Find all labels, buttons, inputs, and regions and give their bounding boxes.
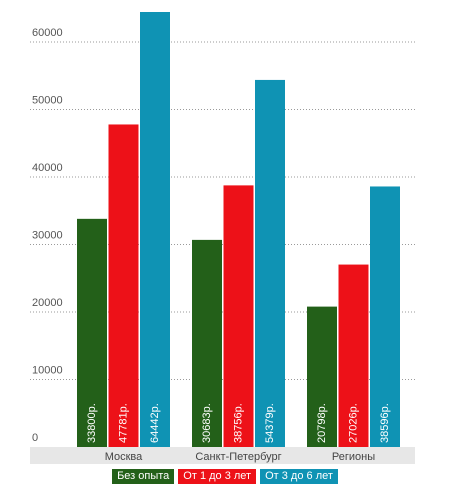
y-tick-label: 60000	[32, 27, 63, 39]
bar-value-label: 33800р.	[86, 403, 98, 443]
x-category-label: Москва	[105, 451, 143, 463]
y-tick-label: 0	[32, 432, 38, 444]
y-tick-label: 20000	[32, 297, 63, 309]
bar	[338, 264, 369, 447]
legend-item-series-0: Без опыта	[112, 469, 175, 484]
x-axis-band	[30, 447, 415, 464]
bar	[370, 186, 400, 448]
bar-value-label: 38596р.	[379, 403, 391, 443]
y-axis-ticks: 0 10000 20000 30000 40000 50000 60000	[32, 27, 63, 444]
y-tick-label: 40000	[32, 162, 63, 174]
bar	[77, 218, 107, 447]
bar-value-label: 20798р.	[316, 403, 328, 443]
bar	[192, 239, 222, 447]
legend-item-series-1: От 1 до 3 лет	[178, 469, 257, 484]
bars: 33800р. 47781р. 64442р. 30683р. 38756р. 54379…	[77, 12, 400, 448]
y-tick-label: 50000	[32, 94, 63, 106]
x-category-label: Регионы	[332, 451, 375, 463]
y-tick-label: 30000	[32, 229, 63, 241]
bar-value-label: 54379р.	[264, 403, 276, 443]
bar-value-label: 27026р.	[347, 403, 359, 443]
x-category-label: Санкт-Петербург	[195, 451, 281, 463]
bar	[307, 306, 337, 447]
legend-item-series-2: От 3 до 6 лет	[260, 469, 338, 484]
y-tick-label: 10000	[32, 364, 63, 376]
x-axis-categories: Москва Санкт-Петербург Регионы	[105, 451, 375, 463]
bar-value-label: 47781р.	[117, 403, 129, 443]
bar-value-label: 30683р.	[201, 403, 213, 443]
bar-value-label: 38756р.	[232, 403, 244, 443]
bar-chart: 0 10000 20000 30000 40000 50000 60000 33800р. 4…	[30, 12, 415, 464]
bar-value-label: 64442р.	[149, 403, 161, 443]
bar	[108, 124, 139, 448]
bar	[255, 79, 285, 447]
grid-lines	[30, 41, 415, 380]
legend: Без опыта От 1 до 3 лет От 3 до 6 лет	[0, 469, 450, 484]
bar	[223, 185, 254, 447]
bar	[140, 12, 170, 447]
